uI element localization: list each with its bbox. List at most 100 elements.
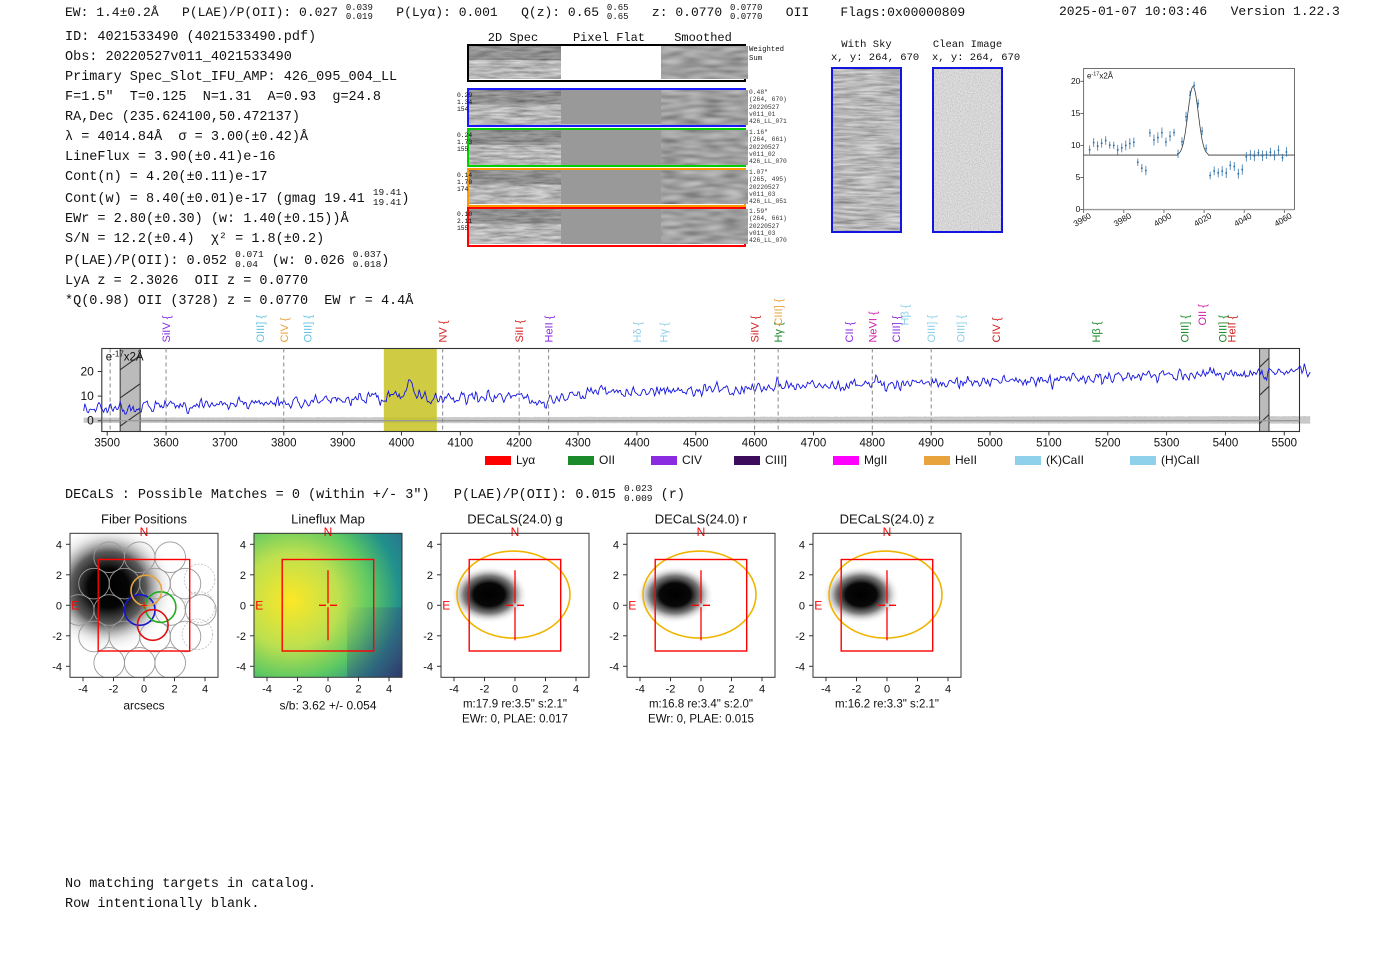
svg-text:N: N (697, 525, 706, 539)
svg-text:EWr: 0, PLAE: 0.017: EWr: 0, PLAE: 0.017 (462, 713, 568, 725)
svg-text:4800: 4800 (860, 438, 886, 450)
svg-text:Lyα: Lyα (516, 453, 535, 467)
svg-text:4060: 4060 (1272, 210, 1293, 228)
svg-text:4: 4 (427, 539, 433, 551)
svg-text:CIII] {: CIII] { (773, 298, 785, 325)
svg-text:OII: OII (599, 453, 615, 467)
svg-text:2: 2 (355, 683, 361, 695)
svg-text:-2: -2 (609, 631, 619, 643)
svg-text:2: 2 (171, 683, 177, 695)
svg-text:4000: 4000 (1152, 210, 1173, 228)
svg-text:4: 4 (799, 539, 805, 551)
svg-text:OIII] {: OIII] { (302, 315, 314, 343)
svg-text:MgII: MgII (864, 453, 887, 467)
svg-text:5000: 5000 (977, 438, 1003, 450)
svg-text:E: E (628, 598, 636, 612)
svg-text:N: N (324, 525, 333, 539)
svg-text:-4: -4 (821, 683, 831, 695)
svg-text:Fiber Positions: Fiber Positions (101, 511, 187, 526)
svg-text:e-17x2Å: e-17x2Å (106, 349, 144, 364)
svg-text:15: 15 (1071, 108, 1081, 118)
svg-text:3600: 3600 (153, 438, 179, 450)
svg-text:SiIV {: SiIV { (750, 315, 762, 342)
svg-text:2: 2 (728, 683, 734, 695)
svg-text:4000: 4000 (389, 438, 415, 450)
svg-text:-4: -4 (262, 683, 272, 695)
svg-text:0: 0 (512, 683, 518, 695)
svg-text:4: 4 (386, 683, 392, 695)
svg-text:Lineflux Map: Lineflux Map (291, 511, 365, 526)
svg-text:OIII] {: OIII] { (1179, 315, 1191, 343)
svg-text:NeVI {: NeVI { (867, 311, 879, 343)
svg-text:-2: -2 (423, 631, 433, 643)
svg-text:SiIV {: SiIV { (161, 315, 173, 342)
svg-text:OIII] {: OIII] { (1218, 315, 1230, 343)
svg-text:N: N (511, 525, 520, 539)
svg-text:4040: 4040 (1232, 210, 1253, 228)
svg-text:10: 10 (1071, 140, 1081, 150)
svg-text:Hβ {: Hβ { (1091, 321, 1103, 342)
svg-text:OIII] {: OIII] { (255, 315, 267, 343)
svg-text:10: 10 (80, 389, 94, 403)
svg-text:CIV {: CIV { (279, 317, 291, 342)
svg-text:DECaLS(24.0) r: DECaLS(24.0) r (655, 511, 748, 526)
svg-text:5: 5 (1076, 172, 1081, 182)
svg-text:2: 2 (56, 570, 62, 582)
svg-text:3900: 3900 (330, 438, 356, 450)
svg-text:+: + (140, 597, 148, 612)
svg-text:4100: 4100 (448, 438, 474, 450)
svg-text:0: 0 (799, 600, 805, 612)
svg-text:Hγ {: Hγ { (658, 322, 670, 343)
svg-text:5400: 5400 (1213, 438, 1239, 450)
svg-text:CIV: CIV (682, 453, 702, 467)
svg-text:s/b: 3.62 +/- 0.054: s/b: 3.62 +/- 0.054 (279, 698, 376, 712)
svg-text:DECaLS(24.0) g: DECaLS(24.0) g (467, 511, 562, 526)
svg-text:-2: -2 (109, 683, 119, 695)
svg-text:CIV {: CIV { (991, 317, 1003, 342)
svg-text:DECaLS(24.0) z: DECaLS(24.0) z (840, 511, 935, 526)
svg-text:-2: -2 (293, 683, 303, 695)
svg-text:4020: 4020 (1192, 210, 1213, 228)
svg-text:OIII] {: OIII] { (956, 315, 968, 343)
svg-text:0: 0 (698, 683, 704, 695)
svg-text:(H)CaII: (H)CaII (1161, 453, 1200, 467)
svg-text:-2: -2 (236, 631, 246, 643)
svg-text:arcsecs: arcsecs (123, 698, 164, 712)
svg-text:4: 4 (56, 539, 62, 551)
svg-text:OII {: OII { (1197, 304, 1209, 326)
svg-text:NV {: NV { (438, 320, 450, 342)
svg-text:-4: -4 (795, 661, 805, 673)
svg-text:0: 0 (1076, 204, 1081, 214)
svg-text:0: 0 (56, 600, 62, 612)
svg-text:-2: -2 (852, 683, 862, 695)
svg-text:3800: 3800 (271, 438, 297, 450)
svg-text:2: 2 (427, 570, 433, 582)
svg-text:-2: -2 (795, 631, 805, 643)
svg-text:4900: 4900 (918, 438, 944, 450)
svg-text:CIII] {: CIII] { (891, 315, 903, 342)
svg-text:4600: 4600 (742, 438, 768, 450)
svg-text:-4: -4 (609, 661, 619, 673)
svg-text:-4: -4 (52, 661, 62, 673)
svg-text:4300: 4300 (565, 438, 591, 450)
svg-text:0: 0 (141, 683, 147, 695)
svg-text:Hβ {: Hβ { (900, 304, 912, 325)
svg-text:4: 4 (240, 539, 246, 551)
svg-text:4400: 4400 (624, 438, 650, 450)
svg-text:3700: 3700 (212, 438, 238, 450)
svg-text:4: 4 (759, 683, 765, 695)
svg-text:3980: 3980 (1112, 210, 1133, 228)
svg-text:E: E (814, 598, 822, 612)
svg-text:4200: 4200 (506, 438, 532, 450)
svg-text:4: 4 (573, 683, 579, 695)
svg-text:Hγ {: Hγ { (773, 322, 785, 343)
svg-text:-4: -4 (423, 661, 433, 673)
svg-text:m:17.9 re:3.5" s:2.1": m:17.9 re:3.5" s:2.1" (463, 698, 567, 710)
svg-text:CII {: CII { (844, 321, 856, 342)
svg-text:OIII] {: OIII] { (926, 315, 938, 343)
svg-text:-2: -2 (480, 683, 490, 695)
svg-text:EWr: 0, PLAE: 0.015: EWr: 0, PLAE: 0.015 (648, 713, 754, 725)
svg-text:E: E (71, 598, 79, 612)
svg-text:-2: -2 (666, 683, 676, 695)
svg-text:Hδ {: Hδ { (632, 321, 644, 342)
